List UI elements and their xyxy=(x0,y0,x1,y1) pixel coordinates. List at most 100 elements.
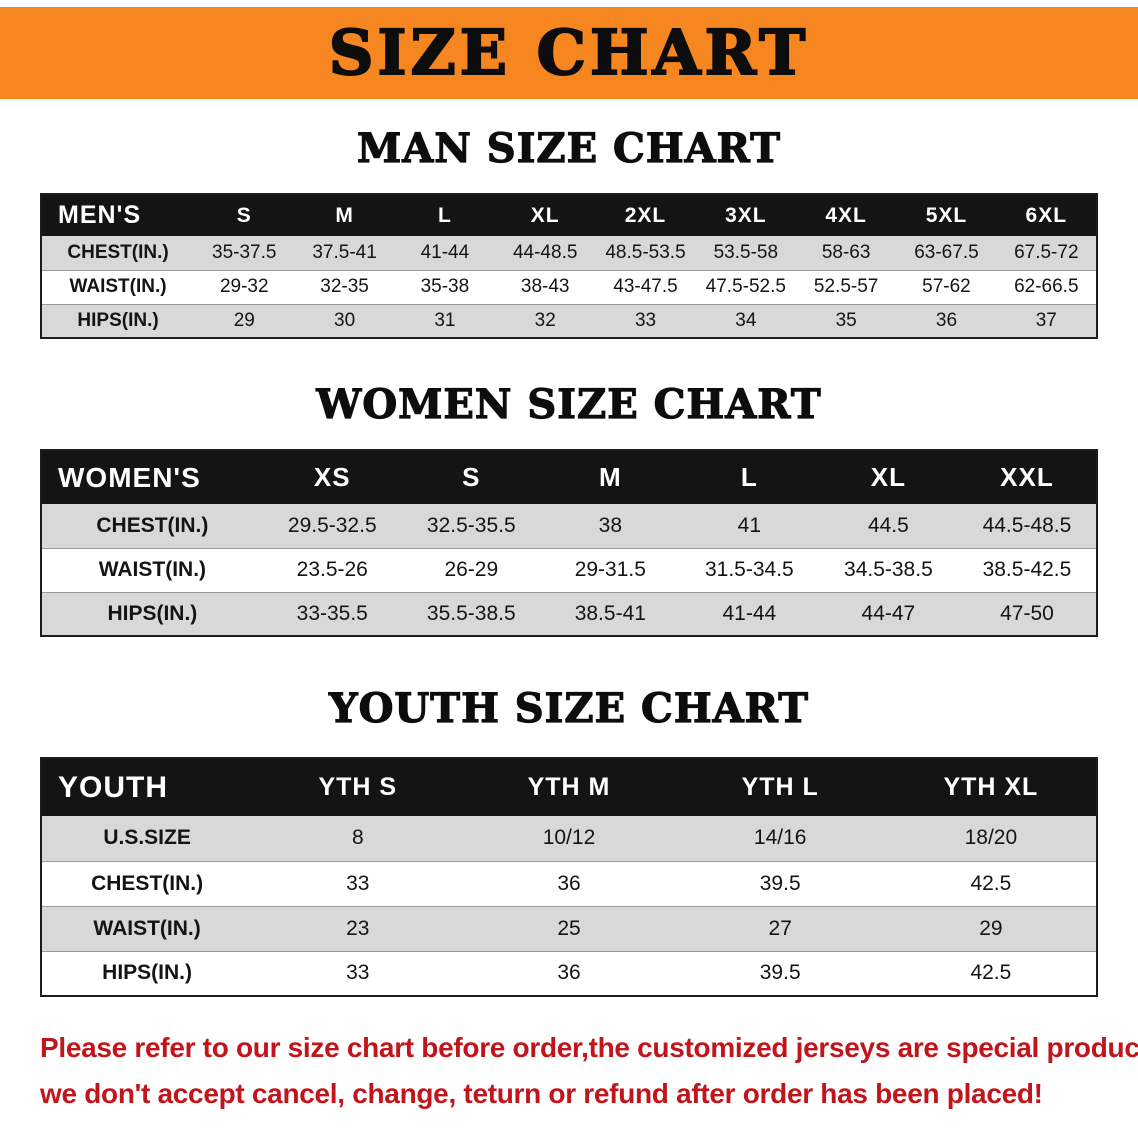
women-size-table: WOMEN'S XS S M L XL XXL CHEST(IN.) 29.5-32.5 32.5… xyxy=(40,449,1098,637)
youth-size-table: YOUTH YTH S YTH M YTH L YTH XL U.S.SIZE 8 10/12… xyxy=(40,757,1098,997)
disclaimer-line: Please refer to our size chart before or… xyxy=(40,1032,1138,1063)
size-value-cell: 29 xyxy=(194,304,295,339)
size-column-header: L xyxy=(394,194,496,236)
size-value-cell: 36 xyxy=(463,951,675,997)
disclaimer-line: we don't accept cancel, change, teturn o… xyxy=(40,1078,1043,1109)
size-chart-page: SIZE CHART MAN SIZE CHART MEN'S S M L XL 2XL 3… xyxy=(0,7,1138,1117)
size-column-header: YTH XL xyxy=(885,758,1097,816)
size-value-cell: 41 xyxy=(679,504,819,549)
size-value-cell: 44.5 xyxy=(818,504,958,549)
size-value-cell: 29-32 xyxy=(194,270,295,305)
size-value-cell: 34.5-38.5 xyxy=(818,548,958,593)
size-column-header: 6XL xyxy=(996,194,1097,236)
size-column-header: XL xyxy=(495,194,596,236)
size-value-cell: 14/16 xyxy=(674,816,886,862)
table-corner-label: MEN'S xyxy=(41,194,195,236)
women-size-section: WOMEN SIZE CHART WOMEN'S XS S M L XL XXL CHEST(… xyxy=(0,381,1138,637)
size-value-cell: 35-38 xyxy=(394,270,496,305)
table-corner-label: YOUTH xyxy=(41,758,253,816)
banner: SIZE CHART xyxy=(0,7,1138,99)
size-value-cell: 63-67.5 xyxy=(896,236,997,271)
measurement-label: WAIST(IN.) xyxy=(41,906,253,952)
table-header-row: YOUTH YTH S YTH M YTH L YTH XL xyxy=(41,758,1097,816)
measurement-label: CHEST(IN.) xyxy=(41,236,195,271)
size-column-header: 4XL xyxy=(795,194,897,236)
size-column-header: L xyxy=(679,450,819,504)
measurement-label: HIPS(IN.) xyxy=(41,304,195,339)
size-value-cell: 43-47.5 xyxy=(595,270,696,305)
page-title: SIZE CHART xyxy=(328,16,810,89)
table-header-row: WOMEN'S XS S M L XL XXL xyxy=(41,450,1097,504)
size-value-cell: 33 xyxy=(252,951,464,997)
size-value-cell: 36 xyxy=(463,861,675,907)
measurement-label: CHEST(IN.) xyxy=(41,504,263,549)
size-value-cell: 44-48.5 xyxy=(495,236,596,271)
size-column-header: XS xyxy=(262,450,402,504)
measurement-row: CHEST(IN.) 35-37.5 37.5-41 41-44 44-48.5 48.5… xyxy=(41,236,1097,271)
measurement-row: HIPS(IN.) 33-35.5 35.5-38.5 38.5-41 41-44 44-… xyxy=(41,592,1097,637)
size-column-header: XL xyxy=(818,450,958,504)
size-value-cell: 38-43 xyxy=(495,270,596,305)
measurement-label: HIPS(IN.) xyxy=(41,592,263,637)
size-column-header: 5XL xyxy=(896,194,997,236)
size-value-cell: 58-63 xyxy=(795,236,897,271)
measurement-row: HIPS(IN.) 29 30 31 32 33 34 35 36 37 xyxy=(41,304,1097,339)
size-value-cell: 10/12 xyxy=(463,816,675,862)
size-value-cell: 23.5-26 xyxy=(262,548,402,593)
women-chart-heading: WOMEN SIZE CHART xyxy=(316,381,822,428)
size-value-cell: 27 xyxy=(674,906,886,952)
disclaimer: Please refer to our size chart before or… xyxy=(40,1025,1138,1117)
size-value-cell: 67.5-72 xyxy=(996,236,1097,271)
size-value-cell: 33 xyxy=(595,304,696,339)
size-value-cell: 32.5-35.5 xyxy=(401,504,541,549)
size-value-cell: 32 xyxy=(495,304,596,339)
size-value-cell: 29.5-32.5 xyxy=(262,504,402,549)
size-column-header: M xyxy=(540,450,680,504)
size-value-cell: 30 xyxy=(294,304,395,339)
measurement-row: HIPS(IN.) 33 36 39.5 42.5 xyxy=(41,951,1097,997)
men-size-table: MEN'S S M L XL 2XL 3XL 4XL 5XL 6XL CHEST(IN.) 35-37… xyxy=(40,193,1098,339)
size-value-cell: 29-31.5 xyxy=(540,548,680,593)
size-value-cell: 42.5 xyxy=(885,861,1097,907)
size-value-cell: 38.5-42.5 xyxy=(957,548,1097,593)
size-value-cell: 25 xyxy=(463,906,675,952)
size-value-cell: 44.5-48.5 xyxy=(957,504,1097,549)
measurement-row: U.S.SIZE 8 10/12 14/16 18/20 xyxy=(41,816,1097,862)
size-value-cell: 53.5-58 xyxy=(695,236,796,271)
size-column-header: YTH M xyxy=(463,758,675,816)
size-value-cell: 35.5-38.5 xyxy=(401,592,541,637)
size-column-header: 3XL xyxy=(695,194,796,236)
measurement-label: CHEST(IN.) xyxy=(41,861,253,907)
size-value-cell: 52.5-57 xyxy=(795,270,897,305)
size-value-cell: 23 xyxy=(252,906,464,952)
size-value-cell: 33 xyxy=(252,861,464,907)
size-value-cell: 18/20 xyxy=(885,816,1097,862)
size-value-cell: 31.5-34.5 xyxy=(679,548,819,593)
size-value-cell: 29 xyxy=(885,906,1097,952)
size-value-cell: 36 xyxy=(896,304,997,339)
size-value-cell: 41-44 xyxy=(679,592,819,637)
size-value-cell: 62-66.5 xyxy=(996,270,1097,305)
size-value-cell: 33-35.5 xyxy=(262,592,402,637)
measurement-row: CHEST(IN.) 29.5-32.5 32.5-35.5 38 41 44.5 44.5… xyxy=(41,504,1097,549)
size-value-cell: 44-47 xyxy=(818,592,958,637)
size-value-cell: 48.5-53.5 xyxy=(595,236,696,271)
size-value-cell: 32-35 xyxy=(294,270,395,305)
measurement-label: U.S.SIZE xyxy=(41,816,253,862)
man-chart-heading: MAN SIZE CHART xyxy=(356,125,781,172)
size-value-cell: 47.5-52.5 xyxy=(695,270,796,305)
size-value-cell: 37.5-41 xyxy=(294,236,395,271)
size-value-cell: 38 xyxy=(540,504,680,549)
measurement-row: WAIST(IN.) 23.5-26 26-29 29-31.5 31.5-34.5 34… xyxy=(41,548,1097,593)
size-value-cell: 26-29 xyxy=(401,548,541,593)
size-value-cell: 39.5 xyxy=(674,861,886,907)
measurement-label: WAIST(IN.) xyxy=(41,548,263,593)
youth-size-section: YOUTH SIZE CHART YOUTH YTH S YTH M YTH L YTH… xyxy=(0,686,1138,997)
measurement-row: WAIST(IN.) 23 25 27 29 xyxy=(41,906,1097,952)
size-value-cell: 41-44 xyxy=(394,236,496,271)
size-column-header: YTH L xyxy=(674,758,886,816)
measurement-label: HIPS(IN.) xyxy=(41,951,253,997)
size-value-cell: 38.5-41 xyxy=(540,592,680,637)
measurement-label: WAIST(IN.) xyxy=(41,270,195,305)
size-column-header: S xyxy=(401,450,541,504)
